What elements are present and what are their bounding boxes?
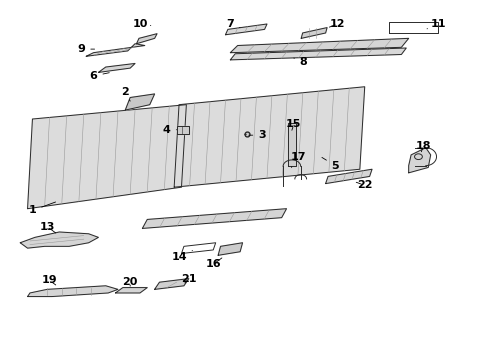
Text: 20: 20 [122,277,138,287]
Polygon shape [27,105,186,209]
Polygon shape [174,87,365,187]
Polygon shape [143,209,287,228]
Polygon shape [225,24,267,35]
Polygon shape [301,28,327,39]
Text: 16: 16 [205,258,222,269]
Polygon shape [288,123,296,166]
Text: 18: 18 [416,141,431,152]
Text: 22: 22 [356,180,372,190]
Text: 17: 17 [291,152,307,167]
Text: 12: 12 [329,19,345,29]
Text: 10: 10 [132,19,151,29]
Text: 11: 11 [427,19,446,29]
Text: 9: 9 [77,44,95,54]
Text: 8: 8 [294,57,308,67]
Text: 14: 14 [171,251,193,262]
Polygon shape [155,279,189,289]
Text: 19: 19 [42,275,57,285]
Polygon shape [20,232,98,248]
Polygon shape [230,39,409,53]
Text: 2: 2 [122,87,130,101]
Polygon shape [98,63,135,72]
Text: 21: 21 [181,274,196,284]
Polygon shape [125,94,155,110]
Text: 1: 1 [28,202,55,216]
Polygon shape [86,44,145,56]
Polygon shape [116,288,147,293]
Polygon shape [137,34,157,44]
Text: 6: 6 [90,71,109,81]
Text: 7: 7 [226,19,240,29]
Text: 13: 13 [39,222,56,233]
Text: 15: 15 [286,120,301,130]
Polygon shape [218,243,243,255]
Text: 3: 3 [249,130,266,140]
Polygon shape [409,148,431,173]
Polygon shape [326,169,372,184]
Polygon shape [230,48,406,60]
Polygon shape [176,126,189,134]
Polygon shape [27,286,118,297]
Text: 5: 5 [322,157,339,171]
Text: 4: 4 [163,125,176,135]
